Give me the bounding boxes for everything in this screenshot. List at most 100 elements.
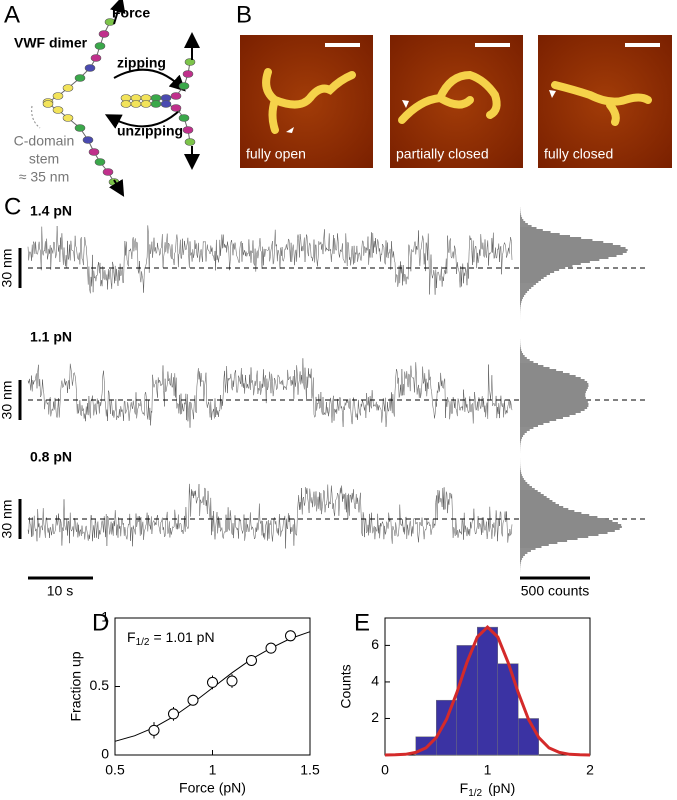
scale-label: 30 nm [0, 381, 15, 420]
stem-label: stem [29, 151, 59, 167]
x-tick-label: 1.5 [300, 762, 320, 778]
domain [178, 114, 190, 122]
histogram-bar [436, 699, 457, 756]
panel-label: D [92, 609, 109, 636]
label-unit: (pN) [488, 780, 515, 796]
domain [84, 64, 96, 72]
arrowhead [549, 90, 556, 98]
point [168, 708, 179, 720]
afm-images: fully open partially closed fully closed [240, 35, 672, 168]
panel-label: E [354, 609, 370, 636]
domain [140, 100, 152, 108]
arrow [113, 68, 186, 92]
trace [27, 225, 513, 295]
image-caption: partially closed [396, 146, 489, 162]
domain [62, 114, 74, 122]
y-tick-label: 0 [101, 746, 109, 762]
domain [104, 18, 116, 26]
stem-label: ≈ 35 nm [19, 169, 69, 185]
domain [74, 74, 86, 82]
molecule [398, 70, 501, 124]
arrow [104, 109, 181, 129]
histogram-bar [497, 663, 519, 756]
trace [27, 358, 513, 428]
x-tick-label: 0 [381, 762, 389, 778]
zipping-label: zipping [117, 55, 166, 71]
domain [94, 158, 106, 166]
point [187, 694, 199, 706]
domain [182, 70, 194, 78]
point [207, 676, 218, 688]
image-caption: fully closed [544, 146, 613, 162]
scale-label: 500 counts [521, 583, 590, 599]
arrowhead [286, 127, 294, 133]
annotation-text: = 1.01 pN [153, 629, 214, 645]
point [226, 675, 238, 687]
fit-line [384, 625, 591, 757]
y-axis-label: Fraction up [68, 651, 84, 721]
y-axis-label: Counts [338, 664, 354, 708]
x-axis-label: F1/2 (pN) [460, 780, 516, 799]
trace [27, 483, 513, 549]
domain [52, 106, 64, 114]
stem-label: C-domain [14, 133, 75, 149]
x-axis-label: Force (pN) [179, 780, 246, 796]
annotation-subscript: 1/2 [136, 637, 150, 648]
scale-label: 10 s [47, 583, 73, 599]
domain [102, 168, 114, 176]
y-tick-label: 4 [371, 673, 379, 689]
traces: 1.4 pN 1.1 pN 0.8 pN 30 nm 30 nm 30 nm 1… [0, 203, 590, 599]
domain [62, 84, 74, 92]
histogram-bar [477, 626, 498, 756]
domain [88, 148, 100, 156]
domain [82, 136, 94, 144]
domain [184, 138, 196, 146]
force-label: 1.1 pN [30, 329, 72, 345]
domain [130, 100, 142, 108]
molecule [262, 68, 356, 134]
domain [120, 100, 132, 108]
panel-label: C [4, 193, 21, 220]
annotation-symbol: F [127, 629, 136, 645]
x-tick-label: 0.5 [105, 762, 125, 778]
dimer-label: VWF dimer [14, 35, 88, 51]
domain [98, 30, 110, 38]
domain [52, 92, 64, 100]
domain [178, 82, 190, 90]
domain [150, 100, 162, 108]
diagram: Force VWF dimer zipping unzipping C-doma… [14, 5, 186, 185]
domain [170, 104, 182, 112]
annotation: F1/2 = 1.01 pN [127, 629, 215, 648]
point [285, 630, 296, 642]
scale-label: 30 nm [0, 249, 15, 288]
domain [182, 126, 194, 134]
dimension-line [31, 105, 41, 129]
force-label: 1.4 pN [30, 203, 72, 219]
panel-label: B [236, 1, 252, 28]
domain [90, 54, 102, 62]
unzipping-label: unzipping [117, 123, 183, 139]
force-arrow [109, 179, 125, 197]
x-tick-label: 1 [209, 762, 217, 778]
point [265, 642, 277, 654]
domain [170, 92, 182, 100]
y-tick-label: 2 [371, 709, 379, 725]
scale-label: 30 nm [0, 500, 15, 539]
domain [160, 100, 172, 108]
point [246, 654, 257, 666]
panel-label: A [4, 1, 20, 28]
force-arrow [110, 0, 126, 25]
domain [184, 58, 196, 66]
x-tick-label: 2 [586, 762, 594, 778]
histogram-bar [518, 718, 539, 756]
arrowhead [402, 100, 409, 108]
domain [94, 42, 106, 50]
y-tick-label: 0.5 [90, 677, 110, 693]
y-tick-label: 1 [101, 609, 109, 625]
image-caption: fully open [246, 146, 306, 162]
point [148, 724, 160, 736]
force-label: 0.8 pN [30, 449, 72, 465]
x-tick-label: 1 [484, 762, 492, 778]
label-subscript: 1/2 [468, 788, 482, 799]
